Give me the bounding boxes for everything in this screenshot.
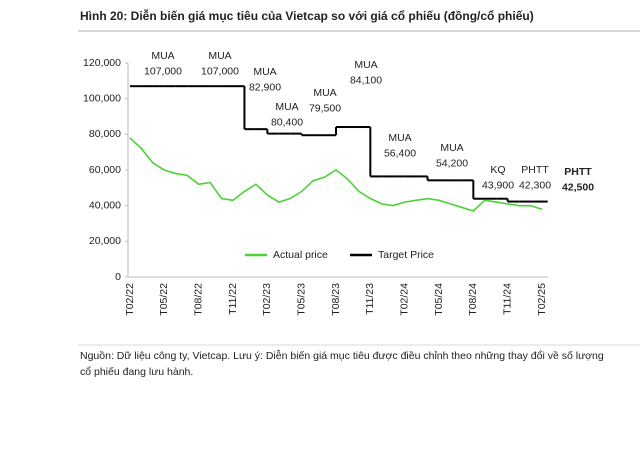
y-tick-label: 20,000	[89, 235, 121, 247]
annotation: 84,100	[350, 74, 382, 86]
annotation: 82,900	[249, 81, 281, 93]
annotation: 79,500	[309, 102, 341, 114]
legend-label: Target Price	[378, 249, 434, 261]
annotation: PHTT	[564, 166, 592, 178]
x-tick-label: T02/23	[261, 283, 273, 316]
x-tick-label: T05/24	[433, 283, 445, 316]
x-tick-label: T02/24	[398, 283, 410, 316]
x-tick-label: T11/23	[364, 283, 376, 315]
source-text: cổ phiếu đang lưu hành.	[80, 366, 193, 378]
y-tick-label: 120,000	[83, 57, 121, 69]
annotation: MUA	[275, 101, 298, 113]
x-tick-label: T08/23	[330, 283, 342, 316]
price-line	[129, 137, 543, 212]
annotation: 42,500	[562, 181, 594, 193]
annotation: 80,400	[271, 116, 303, 128]
annotation: MUA	[388, 132, 411, 144]
x-tick-label: T05/23	[295, 283, 307, 316]
annotation: MUA	[313, 87, 336, 99]
chart-title: Hình 20: Diễn biến giá mục tiêu của Viet…	[80, 8, 534, 23]
annotation: MUA	[354, 59, 377, 71]
x-tick-label: T08/24	[467, 283, 479, 316]
y-tick-label: 0	[115, 271, 121, 283]
annotation: 42,300	[519, 179, 551, 191]
x-tick-label: T11/24	[501, 283, 513, 315]
x-tick-label: T02/25	[536, 283, 548, 316]
y-tick-label: 40,000	[89, 199, 121, 211]
x-tick-label: T05/22	[158, 283, 170, 316]
annotation: MUA	[208, 50, 231, 62]
x-tick-label: T11/22	[227, 283, 239, 315]
annotation: 43,900	[482, 179, 514, 191]
annotation: KQ	[490, 164, 505, 176]
annotation: PHTT	[521, 164, 549, 176]
annotation: 56,400	[384, 147, 416, 159]
annotation: 107,000	[201, 65, 239, 77]
annotation: 54,200	[436, 157, 468, 169]
source-text: Nguồn: Dữ liệu công ty, Vietcap. Lưu ý: …	[80, 349, 604, 362]
annotation: MUA	[151, 50, 174, 62]
y-tick-label: 60,000	[89, 164, 121, 176]
legend-label: Actual price	[273, 249, 328, 261]
x-tick-label: T02/22	[124, 283, 136, 316]
y-tick-label: 100,000	[83, 92, 121, 104]
annotation: MUA	[440, 142, 463, 154]
x-tick-label: T08/22	[192, 283, 204, 316]
y-tick-label: 80,000	[89, 128, 121, 140]
annotation: MUA	[253, 66, 276, 78]
annotation: 107,000	[144, 65, 182, 77]
